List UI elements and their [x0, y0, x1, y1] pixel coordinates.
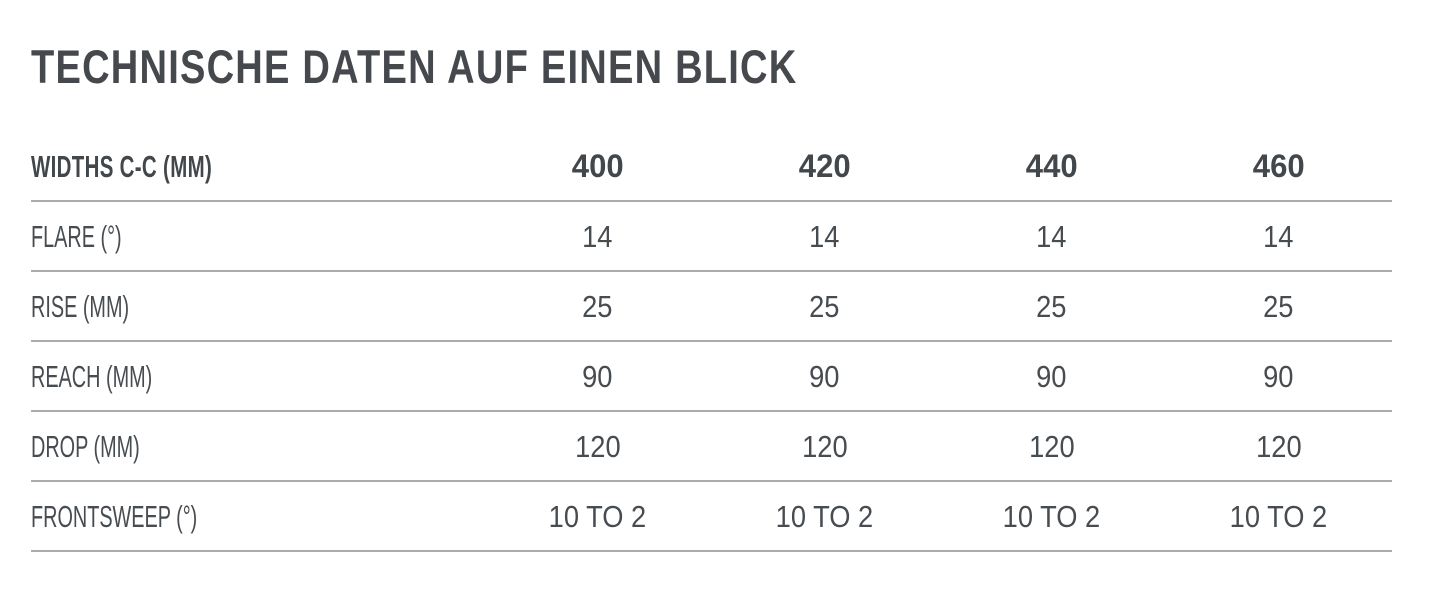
value-text: 90 — [809, 358, 840, 394]
spec-row-frontsweep: FRONTSWEEP (°) 10 TO 2 10 TO 2 10 TO 2 1… — [31, 481, 1392, 552]
row-label-cell: REACH (MM) — [31, 341, 484, 412]
value-text: 90 — [582, 358, 613, 394]
value-cell: 120 — [1165, 411, 1392, 482]
value-cell: 90 — [711, 341, 938, 412]
header-label-cell: WIDTHS C-C (MM) — [31, 140, 484, 202]
header-value-cell-420: 420 — [711, 140, 938, 202]
spec-row-reach: REACH (MM) 90 90 90 90 — [31, 341, 1392, 412]
header-value-text: 440 — [1025, 148, 1078, 184]
value-cell: 10 TO 2 — [484, 481, 711, 552]
value-text: 14 — [809, 218, 840, 254]
row-label-cell: FLARE (°) — [31, 201, 484, 272]
row-label-cell: FRONTSWEEP (°) — [31, 481, 484, 552]
value-text: 10 TO 2 — [1229, 498, 1328, 534]
value-text: 25 — [582, 288, 613, 324]
page-title-text: TECHNISCHE DATEN AUF EINEN BLICK — [31, 40, 798, 93]
value-cell: 120 — [484, 411, 711, 482]
value-cell: 14 — [1165, 201, 1392, 272]
value-cell: 14 — [484, 201, 711, 272]
value-cell: 120 — [711, 411, 938, 482]
value-text: 25 — [809, 288, 840, 324]
header-value-text: 460 — [1252, 148, 1305, 184]
value-cell: 25 — [1165, 271, 1392, 342]
value-cell: 14 — [711, 201, 938, 272]
row-label-text: REACH (MM) — [31, 358, 153, 394]
value-text: 10 TO 2 — [548, 498, 647, 534]
value-text: 120 — [801, 428, 848, 464]
spec-table: WIDTHS C-C (MM) 400 420 440 460 FLARE (°… — [31, 140, 1392, 552]
value-cell: 25 — [484, 271, 711, 342]
value-cell: 120 — [938, 411, 1165, 482]
value-text: 90 — [1036, 358, 1067, 394]
spec-row-rise: RISE (MM) 25 25 25 25 — [31, 271, 1392, 342]
spec-row-flare: FLARE (°) 14 14 14 14 — [31, 201, 1392, 272]
header-value-cell-400: 400 — [484, 140, 711, 202]
value-cell: 25 — [711, 271, 938, 342]
value-cell: 25 — [938, 271, 1165, 342]
value-text: 10 TO 2 — [1002, 498, 1101, 534]
value-cell: 90 — [484, 341, 711, 412]
table-header-row: WIDTHS C-C (MM) 400 420 440 460 — [31, 140, 1392, 202]
row-label-text: FLARE (°) — [31, 218, 122, 254]
row-label-cell: RISE (MM) — [31, 271, 484, 342]
value-text: 25 — [1036, 288, 1067, 324]
value-text: 90 — [1263, 358, 1294, 394]
header-label-text: WIDTHS C-C (MM) — [31, 148, 213, 184]
value-cell: 90 — [938, 341, 1165, 412]
value-text: 10 TO 2 — [775, 498, 874, 534]
header-value-cell-440: 440 — [938, 140, 1165, 202]
header-value-text: 400 — [571, 148, 624, 184]
value-text: 25 — [1263, 288, 1294, 324]
row-label-text: RISE (MM) — [31, 288, 130, 324]
page-title: TECHNISCHE DATEN AUF EINEN BLICK — [31, 43, 977, 90]
value-text: 120 — [574, 428, 621, 464]
row-label-cell: DROP (MM) — [31, 411, 484, 482]
value-cell: 10 TO 2 — [1165, 481, 1392, 552]
value-cell: 14 — [938, 201, 1165, 272]
header-value-text: 420 — [798, 148, 851, 184]
value-text: 14 — [1036, 218, 1067, 254]
value-text: 14 — [582, 218, 613, 254]
value-cell: 10 TO 2 — [938, 481, 1165, 552]
value-text: 14 — [1263, 218, 1294, 254]
row-label-text: DROP (MM) — [31, 428, 140, 464]
value-cell: 90 — [1165, 341, 1392, 412]
value-text: 120 — [1028, 428, 1075, 464]
header-value-cell-460: 460 — [1165, 140, 1392, 202]
spec-row-drop: DROP (MM) 120 120 120 120 — [31, 411, 1392, 482]
value-text: 120 — [1255, 428, 1302, 464]
value-cell: 10 TO 2 — [711, 481, 938, 552]
row-label-text: FRONTSWEEP (°) — [31, 498, 198, 534]
